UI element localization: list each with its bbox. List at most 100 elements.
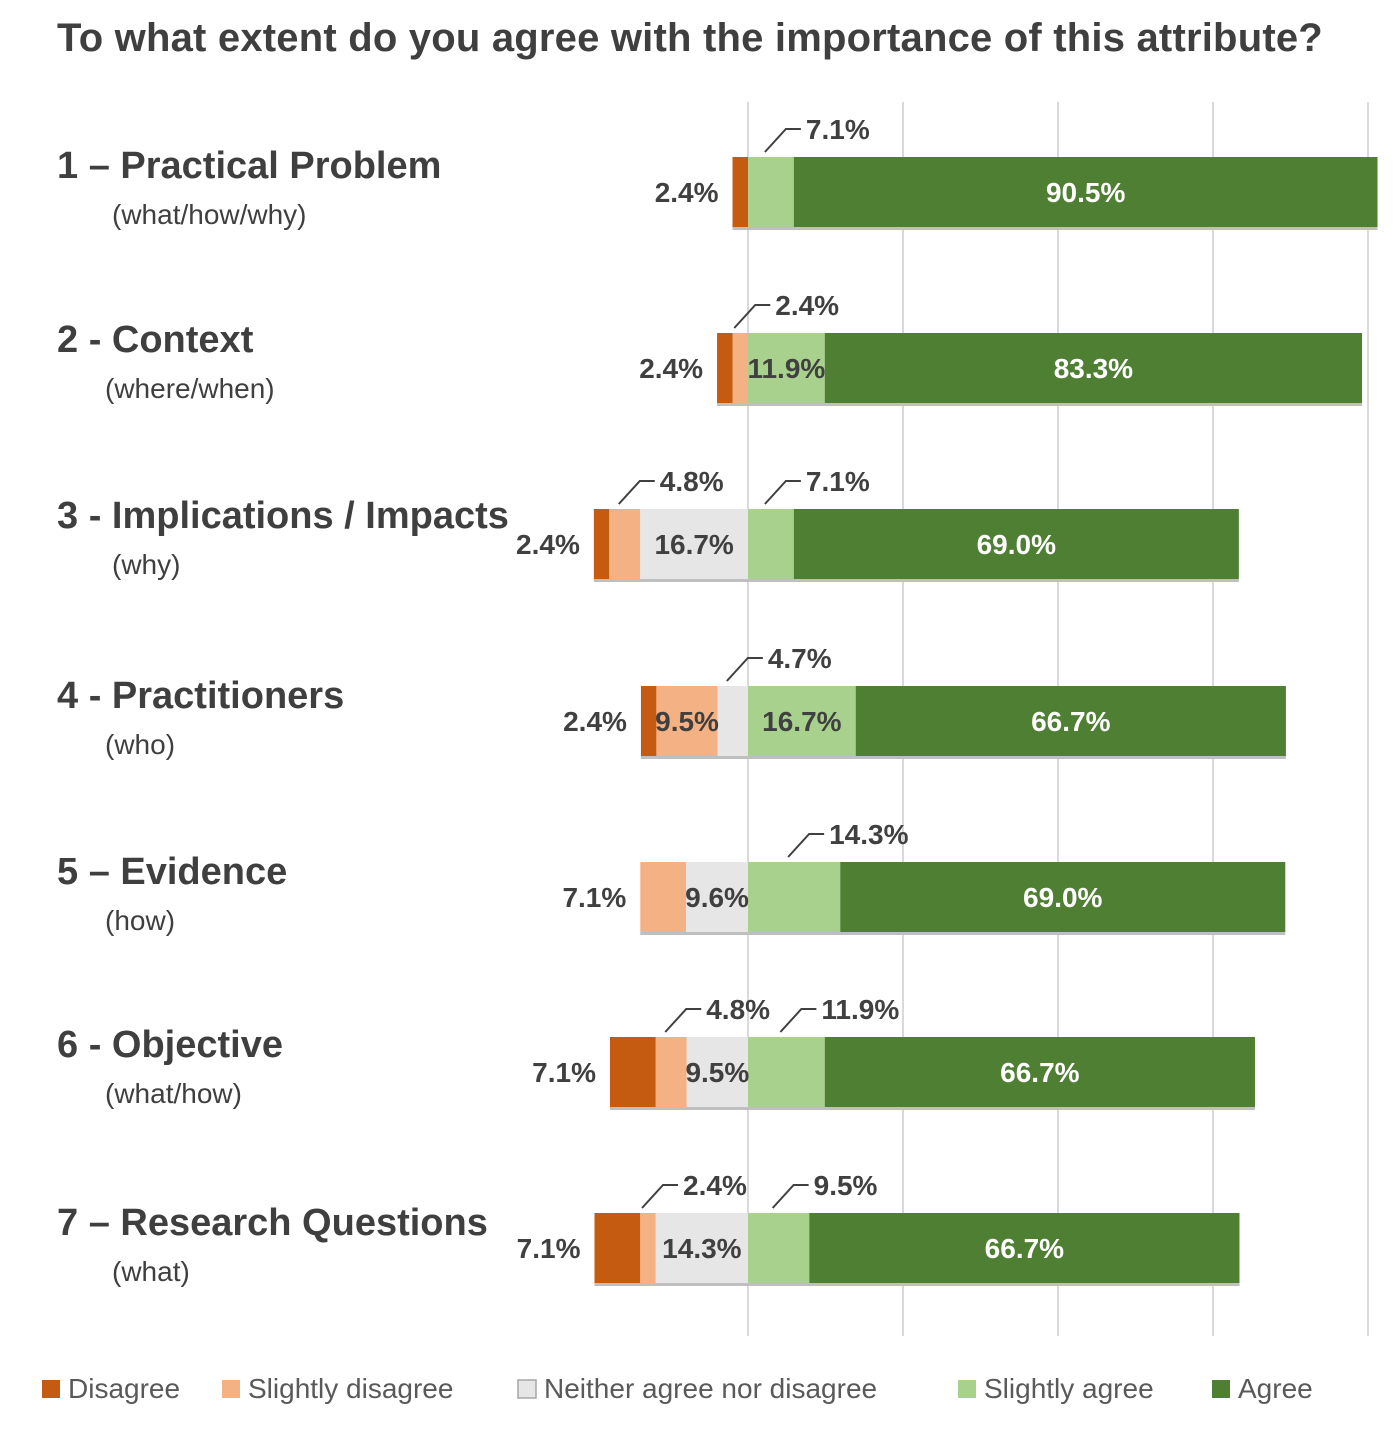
bar-segment — [824, 1037, 1255, 1107]
data-label-inside: 66.7% — [1000, 1057, 1079, 1088]
category-sublabel: (what/how) — [105, 1078, 242, 1109]
data-label-left: 7.1% — [517, 1233, 581, 1264]
data-label-inside: 66.7% — [1031, 706, 1110, 737]
data-label-callout: 7.1% — [806, 466, 870, 497]
legend-swatch — [42, 1380, 60, 1398]
bar-segment — [748, 686, 856, 756]
bar-segment — [640, 509, 748, 579]
bar-segment — [793, 157, 1378, 227]
data-label-inside: 14.3% — [662, 1233, 741, 1264]
data-label-inside: 9.5% — [655, 706, 719, 737]
data-label-callout: 4.8% — [660, 466, 724, 497]
callout-leader-line — [779, 1008, 817, 1033]
legend-label: Slightly disagree — [248, 1373, 453, 1404]
data-label-callout: 4.8% — [706, 994, 770, 1025]
callout-leader-line — [764, 480, 801, 505]
bar-segment — [593, 509, 610, 579]
data-label-left: 2.4% — [563, 706, 627, 737]
bar-segment — [748, 333, 825, 403]
bar-segment — [855, 686, 1286, 756]
data-label-callout: 9.5% — [814, 1170, 878, 1201]
data-label-inside: 69.0% — [1023, 882, 1102, 913]
data-label-left: 7.1% — [562, 882, 626, 913]
legend-swatch — [222, 1380, 240, 1398]
category-label: 3 - Implications / Impacts — [57, 495, 509, 537]
bar-segment — [609, 1037, 656, 1107]
data-label-inside: 83.3% — [1054, 353, 1133, 384]
bar-segment — [594, 1213, 641, 1283]
data-label-callout: 11.9% — [821, 994, 899, 1025]
bar-shadow — [640, 932, 1286, 935]
data-label-inside: 11.9% — [747, 353, 825, 384]
data-label-inside: 16.7% — [654, 529, 733, 560]
category-label: 7 – Research Questions — [57, 1202, 488, 1244]
bar-segment — [732, 333, 748, 403]
bar-segment — [748, 1213, 810, 1283]
data-label-inside: 69.0% — [977, 529, 1056, 560]
callout-leader-line — [787, 833, 825, 858]
bar-segment — [732, 157, 748, 227]
legend-swatch — [958, 1380, 976, 1398]
chart-title: To what extent do you agree with the imp… — [57, 16, 1323, 60]
category-sublabel: (why) — [112, 549, 180, 580]
category-sublabel: (how) — [105, 905, 175, 936]
data-label-left: 7.1% — [532, 1057, 596, 1088]
data-label-callout: 14.3% — [829, 819, 908, 850]
legend-label: Agree — [1238, 1373, 1313, 1404]
bar-shadow — [717, 403, 1363, 406]
category-label: 1 – Practical Problem — [57, 145, 441, 187]
bar-segment — [609, 509, 641, 579]
data-label-callout: 4.7% — [768, 643, 832, 674]
callout-leader-line — [764, 128, 801, 153]
bar-segment — [655, 1213, 748, 1283]
callout-leader-line — [726, 657, 763, 682]
callout-leader-line — [641, 1184, 679, 1209]
category-sublabel: (where/when) — [105, 373, 275, 404]
bar-segment — [809, 1213, 1240, 1283]
legend-label: Disagree — [68, 1373, 180, 1404]
bar-segment — [640, 686, 657, 756]
bar-segment — [640, 862, 687, 932]
legend-swatch — [1212, 1380, 1230, 1398]
callout-leader-line — [771, 1184, 809, 1209]
category-sublabel: (who) — [105, 729, 175, 760]
data-label-inside: 9.6% — [685, 882, 749, 913]
category-label: 5 – Evidence — [57, 851, 287, 893]
bar-segment — [717, 686, 748, 756]
category-label: 4 - Practitioners — [57, 675, 344, 717]
bar-segment — [748, 1037, 825, 1107]
data-label-inside: 9.5% — [685, 1057, 749, 1088]
legend-label: Neither agree nor disagree — [544, 1373, 877, 1404]
data-label-left: 2.4% — [655, 177, 719, 208]
bar-segment — [748, 157, 794, 227]
bar-segment — [640, 1213, 656, 1283]
data-label-left: 2.4% — [639, 353, 703, 384]
callout-leader-line — [733, 304, 771, 329]
data-label-inside: 16.7% — [762, 706, 841, 737]
bar-shadow — [593, 579, 1239, 582]
bar-segment — [717, 333, 733, 403]
category-label: 2 - Context — [57, 319, 254, 361]
bar-segment — [748, 862, 841, 932]
data-label-inside: 90.5% — [1046, 177, 1125, 208]
bar-segment — [686, 862, 748, 932]
bar-shadow — [732, 227, 1378, 230]
bar-segment — [748, 509, 794, 579]
category-sublabel: (what/how/why) — [112, 199, 307, 230]
data-label-callout: 7.1% — [806, 114, 870, 145]
data-label-inside: 66.7% — [985, 1233, 1064, 1264]
data-label-callout: 2.4% — [683, 1170, 747, 1201]
legend-label: Slightly agree — [984, 1373, 1154, 1404]
data-label-left: 2.4% — [516, 529, 580, 560]
category-sublabel: (what) — [112, 1256, 190, 1287]
bar-segment — [793, 509, 1239, 579]
bar-shadow — [609, 1107, 1255, 1110]
bar-segment — [655, 1037, 687, 1107]
bar-segment — [686, 1037, 748, 1107]
legend-swatch — [517, 1379, 537, 1399]
data-label-callout: 2.4% — [775, 290, 839, 321]
bar-segment — [824, 333, 1363, 403]
category-label: 6 - Objective — [57, 1024, 283, 1066]
bar-segment — [656, 686, 718, 756]
